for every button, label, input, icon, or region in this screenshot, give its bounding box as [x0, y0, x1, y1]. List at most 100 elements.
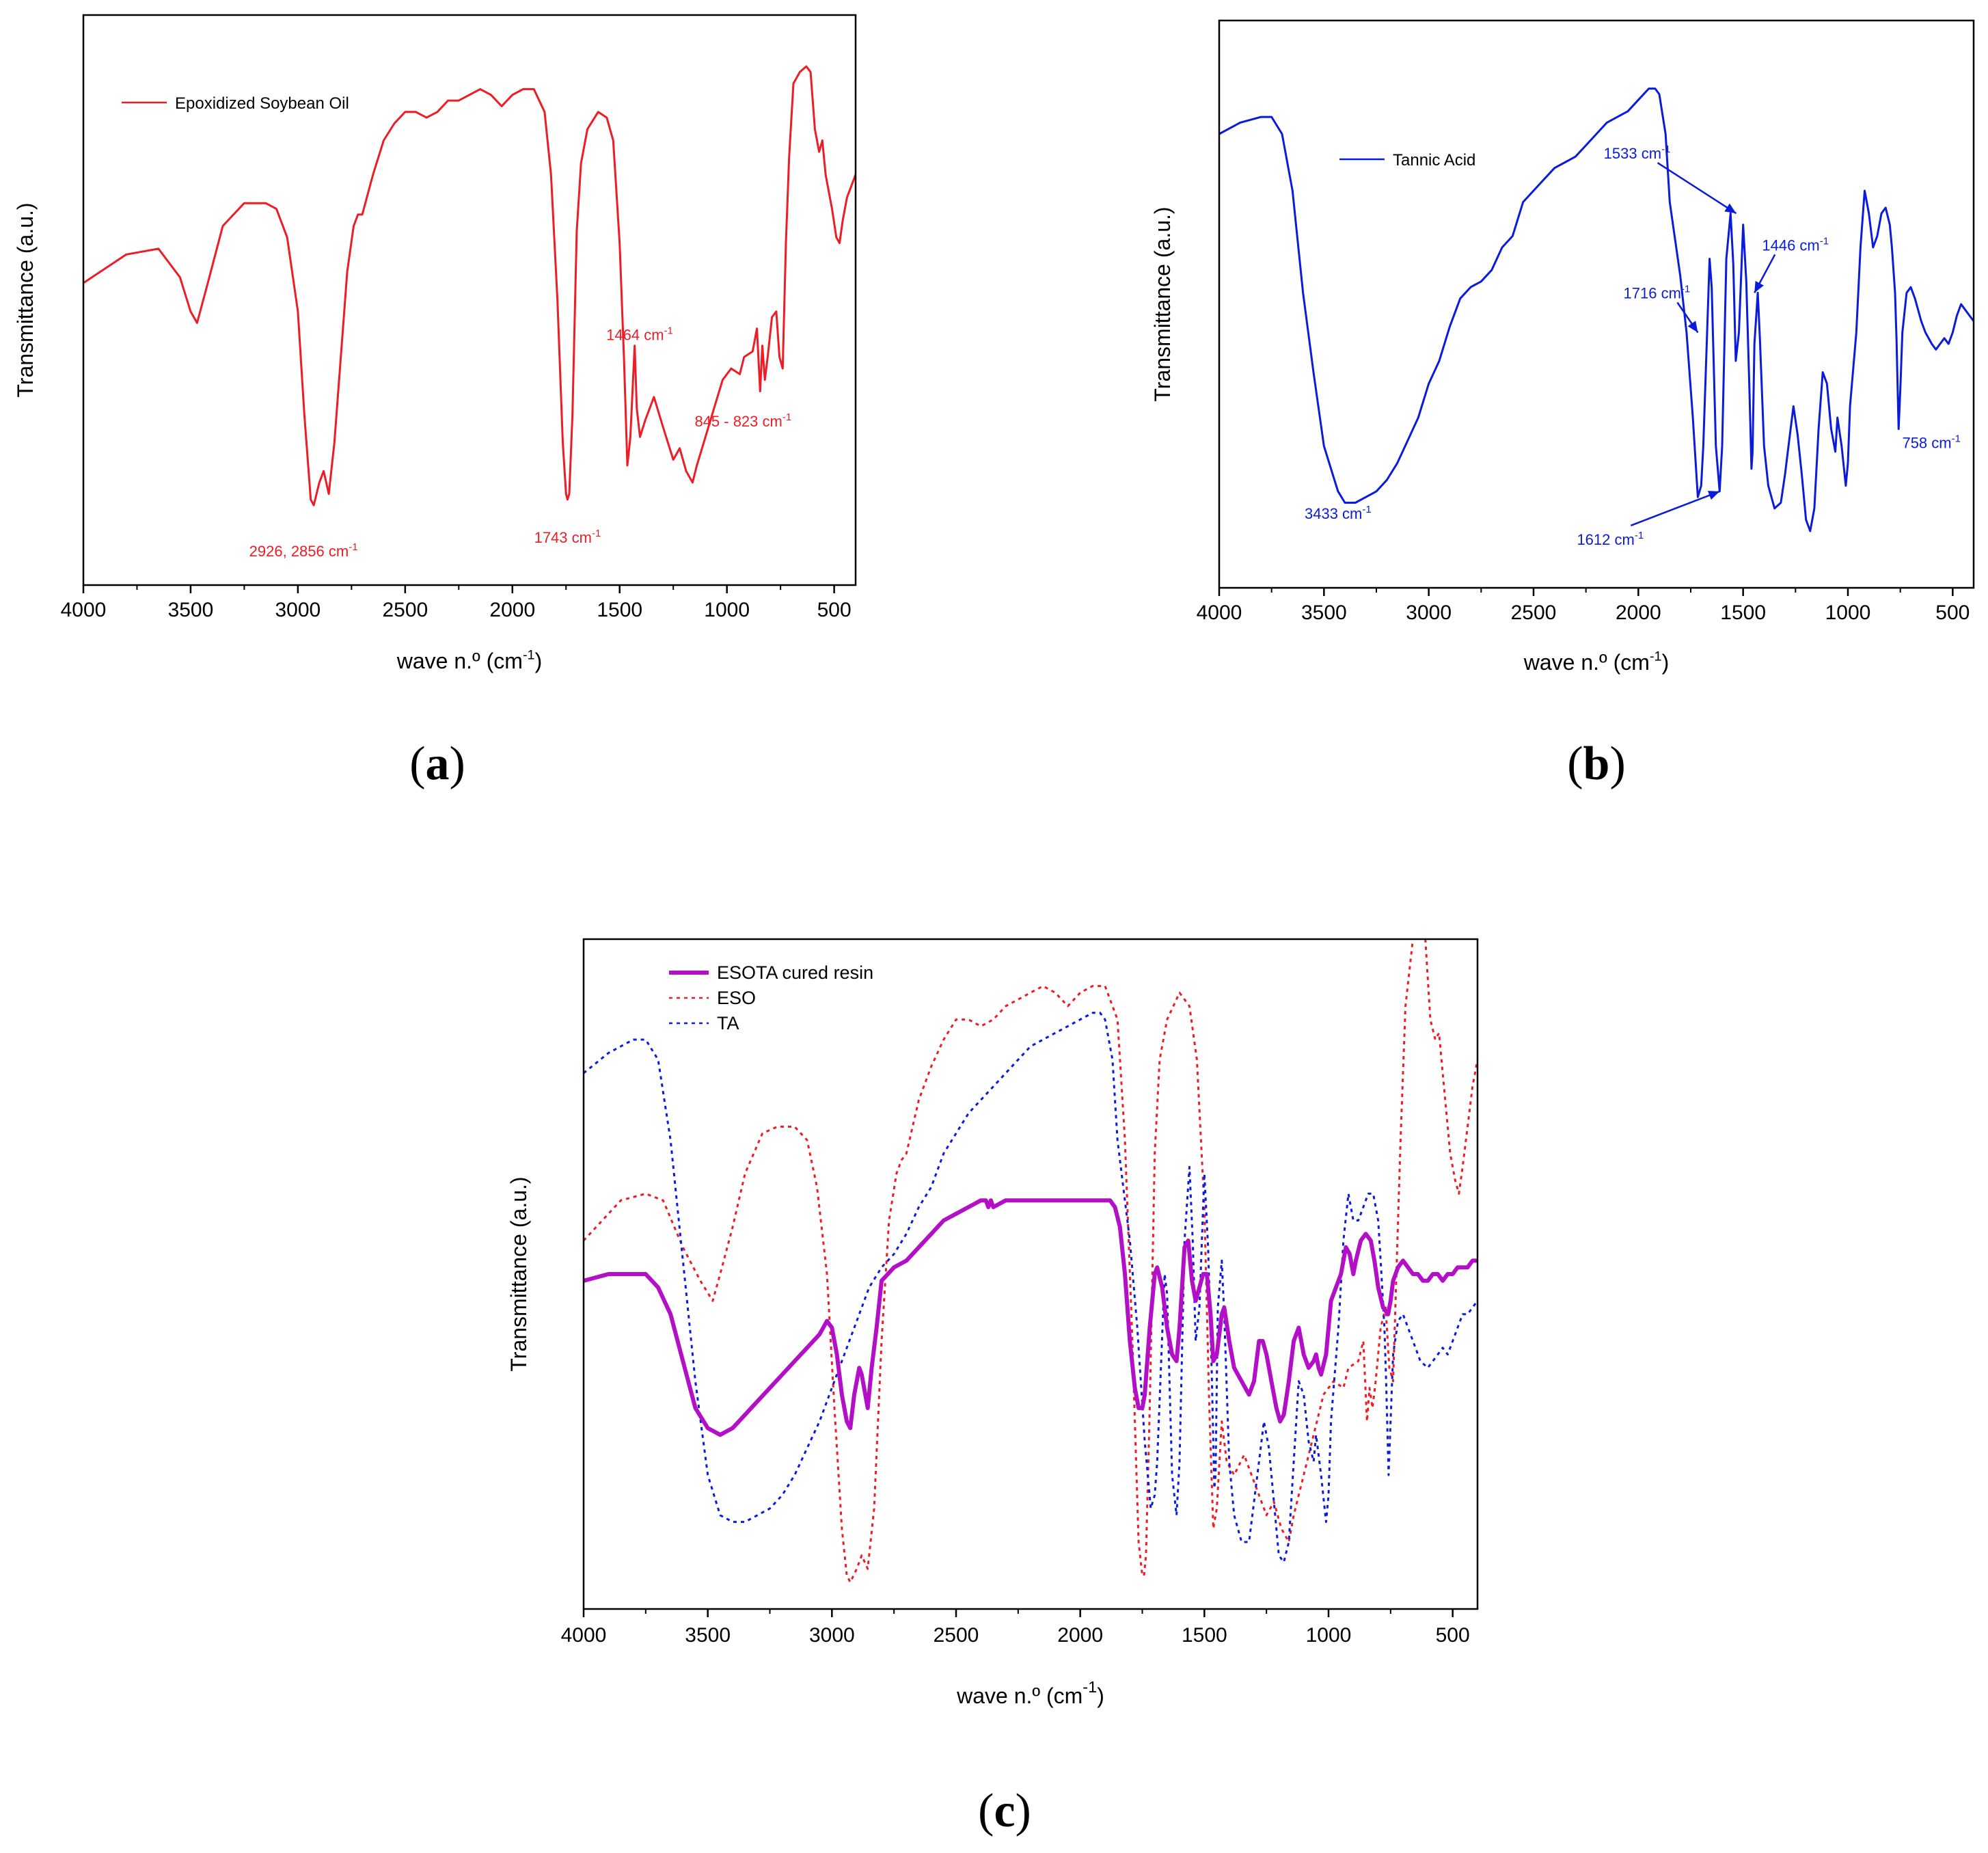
x-tick-label: 2000 [1616, 601, 1661, 624]
annotation-label: 1716 cm-1 [1624, 284, 1691, 302]
panel-label-letter: b [1583, 738, 1610, 790]
panel-label-paren: ( [409, 738, 425, 790]
annotation-text: 1612 cm [1577, 531, 1634, 548]
x-tick-label: 3500 [685, 1624, 731, 1647]
x-axis-title-sup: -1 [1082, 1678, 1097, 1696]
annotation-text: 2926, 2856 cm [249, 543, 349, 560]
x-tick-label: 500 [1935, 601, 1970, 624]
legend-b: Tannic Acid [1339, 151, 1475, 170]
x-tick-label: 2000 [489, 599, 535, 621]
annotation-text: 845 - 823 cm [694, 413, 782, 430]
annotation-sup: -1 [1661, 144, 1670, 155]
y-axis-title: Transmittance (a.u.) [13, 202, 38, 397]
annotation-sup: -1 [1362, 504, 1371, 515]
annotation-arrow [1657, 162, 1737, 215]
y-axis-title: Transmittance (a.u.) [506, 1176, 531, 1371]
panel-label-a: (a) [409, 738, 465, 790]
panel-label-paren: ( [978, 1785, 994, 1837]
panel-label-paren: ( [1567, 738, 1583, 790]
legend-c: ESOTA cured resin ESO TA [669, 962, 873, 1033]
x-axis-title-main: wave n.º (cm [1523, 650, 1650, 675]
panel-label-letter: a [426, 738, 450, 790]
series-line-ta [584, 1012, 1478, 1563]
annotation-text: 1464 cm [606, 327, 664, 344]
annotation-text: 1533 cm [1604, 145, 1661, 162]
annotation-sup: -1 [1635, 530, 1644, 541]
annotation-sup: -1 [1681, 284, 1690, 295]
annotation-sup: -1 [782, 411, 791, 423]
annotation-label: 3433 cm-1 [1305, 504, 1372, 522]
x-tick-label: 2500 [1511, 601, 1557, 624]
annotation-sup: -1 [592, 528, 601, 539]
annotation-arrowhead [1687, 321, 1698, 333]
x-axis-title: wave n.º (cm-1) [956, 1678, 1104, 1708]
x-tick-label: 4000 [1197, 601, 1242, 624]
series-line-eso [584, 939, 1478, 1584]
legend-a: Epoxidized Soybean Oil [122, 94, 349, 113]
x-axis-title-sup: -1 [1650, 649, 1662, 664]
panel-label-paren: ) [1609, 738, 1625, 790]
annotation-sup: -1 [349, 541, 357, 553]
panel-b: 4000 3500 3000 2500 2000 1500 1000 500 wave n.º … [1150, 19, 1975, 790]
x-tick-label: 1000 [1825, 601, 1871, 624]
panel-label-paren: ) [450, 738, 465, 790]
annotation-label: 1743 cm-1 [534, 528, 601, 546]
annotation-arrowhead [1707, 491, 1720, 500]
series-line-tannic-acid [1219, 87, 1974, 532]
x-tick-label: 1500 [597, 599, 642, 621]
plot-area-a [83, 65, 856, 506]
x-axis-title-end: ) [1097, 1683, 1104, 1708]
x-axis-title-end: ) [1662, 650, 1670, 675]
annotation-text: 1446 cm [1762, 236, 1819, 254]
series-line-epoxidized-soybean-oil [83, 65, 856, 506]
legend-label: ESOTA cured resin [717, 962, 873, 983]
x-tick-label: 3000 [1406, 601, 1452, 624]
annotation-label: 2926, 2856 cm-1 [249, 541, 358, 560]
legend-label: TA [717, 1013, 739, 1033]
annotation-label: 1464 cm-1 [606, 325, 673, 344]
legend-label: ESO [717, 988, 756, 1008]
x-axis-title-main: wave n.º (cm [956, 1683, 1082, 1708]
x-axis-title: wave n.º (cm-1) [396, 648, 542, 673]
x-axis-title-main: wave n.º (cm [396, 649, 523, 673]
x-tick-label: 3000 [275, 599, 321, 621]
annotation-label: 1612 cm-1 [1577, 530, 1644, 548]
x-tick-label: 3500 [168, 599, 214, 621]
x-tick-label: 500 [1436, 1624, 1470, 1647]
x-tick-label: 2500 [382, 599, 428, 621]
x-tick-label: 1000 [704, 599, 750, 621]
y-axis-title: Transmittance (a.u.) [1150, 206, 1175, 401]
x-axis-title-sup: -1 [523, 648, 535, 663]
panel-label-paren: ) [1016, 1785, 1031, 1837]
panel-label-c: (c) [978, 1785, 1031, 1837]
annotation-label: 845 - 823 cm-1 [694, 411, 791, 430]
annotation-text: 3433 cm [1305, 505, 1362, 522]
plot-area-c [584, 939, 1478, 1584]
x-tick-label: 2000 [1057, 1624, 1103, 1647]
legend-label: Tannic Acid [1393, 151, 1475, 170]
annotation-arrow [1630, 490, 1720, 527]
x-axis-title-end: ) [535, 649, 543, 673]
panel-a: 4000 3500 3000 2500 2000 1500 1000 500 wave n.º … [13, 14, 857, 790]
annotation-label: 1533 cm-1 [1604, 144, 1671, 162]
legend-label: Epoxidized Soybean Oil [175, 94, 349, 113]
annotation-label: 1446 cm-1 [1762, 235, 1829, 254]
x-tick-label: 3000 [809, 1624, 855, 1647]
annotation-text: 1743 cm [534, 529, 592, 546]
annotation-arrowhead [1724, 203, 1737, 214]
x-axis-title: wave n.º (cm-1) [1523, 649, 1669, 675]
annotation-label: 758 cm-1 [1902, 433, 1961, 452]
x-tick-label: 1000 [1306, 1624, 1352, 1647]
annotation-sup: -1 [1952, 433, 1961, 445]
annotation-arrowhead [1754, 280, 1764, 293]
annotation-text: 758 cm [1902, 435, 1951, 452]
panel-label-letter: c [994, 1785, 1015, 1837]
x-tick-label: 500 [817, 599, 852, 621]
panel-c: 4000 3500 3000 2500 2000 1500 1000 500 wave n.º … [506, 938, 1479, 1837]
annotation-sup: -1 [1820, 235, 1829, 247]
annotation-text: 1716 cm [1624, 285, 1681, 302]
x-tick-label: 1500 [1720, 601, 1766, 624]
x-tick-label: 1500 [1182, 1624, 1227, 1647]
x-tick-label: 4000 [561, 1624, 607, 1647]
